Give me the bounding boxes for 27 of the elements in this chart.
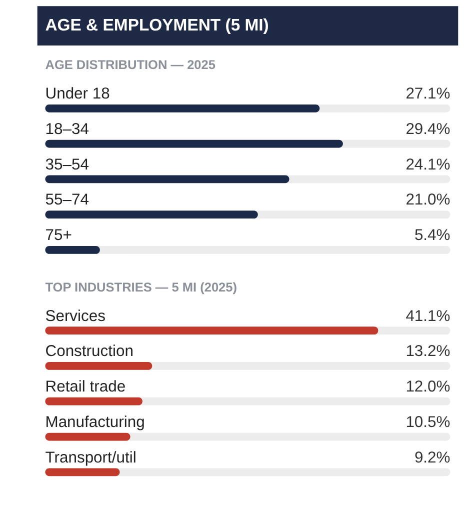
data-label: 27.1% [406, 86, 450, 103]
category-label: 75+ [45, 227, 72, 244]
data-label: 24.1% [406, 156, 450, 174]
category-label: Retail trade [45, 378, 126, 396]
chart-title: TOP INDUSTRIES — 5 MI (2025) [45, 279, 238, 294]
category-label: 18–34 [45, 120, 89, 138]
data-label: 13.2% [406, 343, 450, 360]
category-label: Under 18 [45, 86, 110, 103]
data-label: 12.0% [406, 378, 450, 396]
category-label: Manufacturing [45, 414, 145, 431]
category-label: 55–74 [45, 192, 89, 209]
bar [45, 468, 120, 476]
data-label: 9.2% [414, 449, 450, 466]
bar [45, 432, 130, 441]
data-label: 41.1% [406, 308, 450, 325]
chart-title: AGE DISTRIBUTION — 2025 [45, 57, 216, 72]
category-label: Services [45, 308, 106, 325]
bar [45, 397, 142, 406]
category-label: Transport/util [45, 449, 136, 466]
text: AGE & EMPLOYMENT (5 MI) [45, 16, 269, 35]
bar [45, 246, 100, 254]
data-label: 10.5% [406, 414, 450, 431]
category-label: 35–54 [45, 156, 89, 174]
data-label: 21.0% [406, 192, 450, 209]
data-label: 29.4% [406, 120, 450, 138]
category-label: Construction [45, 343, 134, 360]
data-label: 5.4% [414, 227, 450, 244]
